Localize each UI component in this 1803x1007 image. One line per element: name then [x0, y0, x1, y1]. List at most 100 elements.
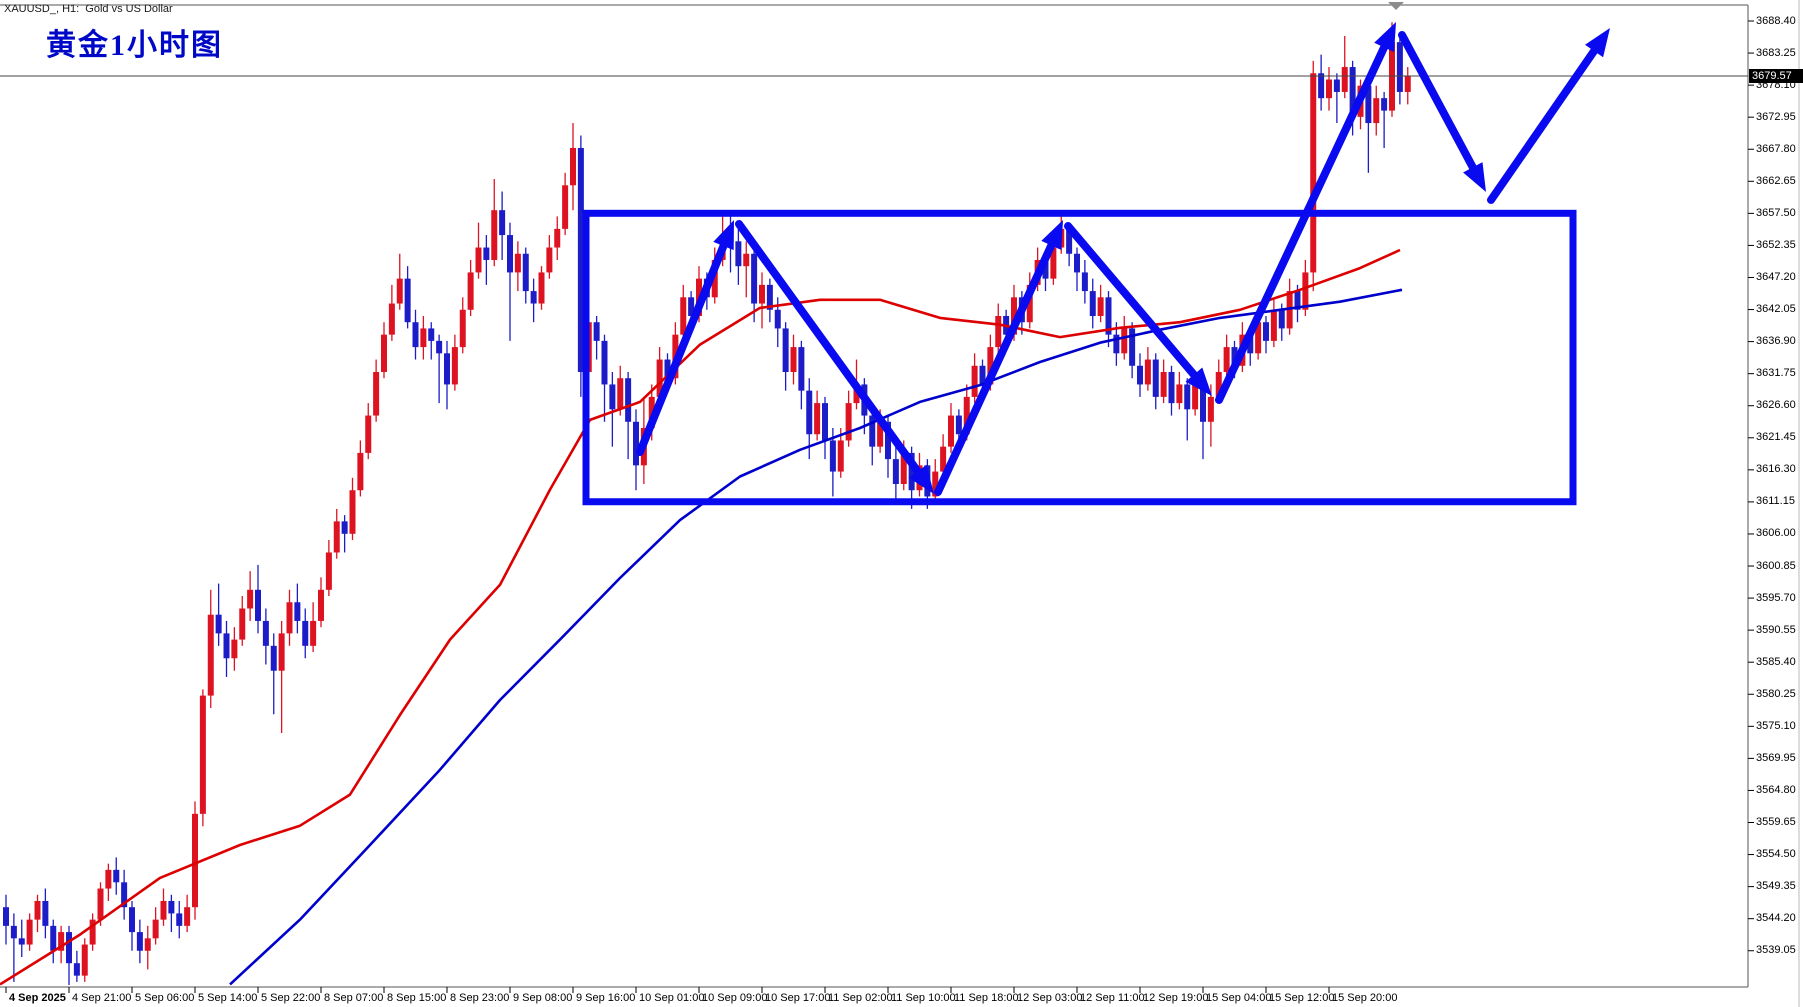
- candle-body: [396, 278, 403, 304]
- candle-body: [1074, 253, 1080, 273]
- time-axis-label: 15 Sep 12:00: [1269, 992, 1335, 1004]
- candle-body: [798, 347, 805, 391]
- candle-body: [1207, 396, 1214, 422]
- candle-body: [885, 421, 891, 460]
- candle-body: [451, 347, 458, 385]
- candle-body: [1192, 384, 1199, 410]
- price-axis-label: 3616.30: [1756, 463, 1796, 476]
- candle-body: [381, 334, 387, 372]
- candle-body: [1168, 371, 1175, 404]
- price-axis-label: 3626.60: [1756, 399, 1796, 412]
- candle-body: [514, 253, 521, 273]
- price-axis-label: 3544.20: [1756, 912, 1796, 925]
- candle-body: [1137, 365, 1143, 385]
- time-axis-label: 12 Sep 03:00: [1017, 992, 1083, 1004]
- candle-body: [1231, 347, 1238, 366]
- candle-body: [357, 452, 364, 491]
- candle-body: [1373, 98, 1380, 124]
- time-axis-label: 9 Sep 08:00: [513, 992, 573, 1004]
- candle-body: [121, 882, 128, 908]
- candle-body: [877, 421, 884, 447]
- time-axis-label: 11 Sep 10:00: [891, 992, 956, 1004]
- candle-body: [302, 620, 309, 646]
- candle-body: [1026, 284, 1033, 323]
- candle-body: [491, 210, 498, 260]
- candle-body: [1184, 384, 1191, 410]
- price-axis-label: 3621.45: [1756, 431, 1796, 444]
- candle-body: [562, 185, 569, 229]
- candle-body: [404, 278, 411, 323]
- candle-body: [1310, 73, 1317, 273]
- candle-body: [1160, 371, 1167, 397]
- trend-arrowhead: [908, 464, 934, 494]
- price-axis-label: 3662.65: [1756, 174, 1796, 187]
- consolidation-box[interactable]: [582, 209, 1577, 506]
- object-anchor-marker[interactable]: [1388, 2, 1404, 10]
- time-axis-label: 12 Sep 19:00: [1143, 992, 1209, 1004]
- time-axis-label: 5 Sep 22:00: [261, 992, 321, 1004]
- candle-body: [869, 415, 876, 447]
- candle-body: [1302, 272, 1309, 310]
- candle-body: [262, 620, 269, 646]
- candle-body: [192, 813, 198, 908]
- time-axis-label: 10 Sep 01:00: [639, 992, 705, 1004]
- time-axis-label: 11 Sep 02:00: [828, 992, 893, 1004]
- price-axis-label: 3559.65: [1756, 816, 1796, 828]
- candle-body: [207, 614, 214, 696]
- candle-body: [294, 602, 301, 621]
- time-axis-label: 15 Sep 20:00: [1332, 992, 1398, 1004]
- price-axis-label: 3580.25: [1756, 687, 1796, 700]
- price-axis-label: 3642.05: [1756, 303, 1796, 316]
- candle-body: [129, 907, 135, 933]
- candle-body: [1011, 297, 1017, 335]
- candle-body: [971, 365, 978, 397]
- candle-body: [955, 415, 962, 435]
- price-axis-label: 3600.85: [1756, 559, 1796, 572]
- price-axis-label: 3683.25: [1756, 46, 1796, 59]
- candle-body: [680, 297, 687, 335]
- candle-body: [333, 521, 340, 553]
- candle-body: [609, 384, 616, 410]
- candle-body: [1270, 309, 1277, 341]
- trend-arrows[interactable]: [636, 22, 1610, 496]
- price-axis-label: 3549.35: [1756, 880, 1796, 893]
- candle-body: [247, 589, 254, 609]
- candle-body: [1381, 98, 1388, 111]
- candle-body: [900, 452, 907, 485]
- annotation-text-object[interactable]: 黄金1小时图: [46, 29, 223, 62]
- candle-body: [948, 415, 954, 447]
- candle-body: [1404, 75, 1411, 92]
- candle-body: [475, 247, 482, 273]
- candle-body: [1365, 85, 1372, 124]
- price-axis-label: 3657.50: [1756, 206, 1796, 219]
- candle-body: [459, 309, 466, 348]
- candle-body: [1144, 359, 1151, 385]
- candle-body: [625, 378, 632, 422]
- candle-body: [1129, 328, 1136, 366]
- candle-body: [1097, 297, 1104, 316]
- candle-body: [1326, 79, 1332, 99]
- candle-body: [987, 347, 994, 385]
- candle-body: [577, 147, 584, 372]
- time-axis-label: 11 Sep 18:00: [954, 992, 1019, 1004]
- price-axis-label: 3688.40: [1756, 14, 1796, 27]
- candle-body: [735, 241, 742, 267]
- candle-body: [1121, 328, 1128, 354]
- ma-fast-red-line: [0, 248, 1401, 986]
- candle-body: [822, 403, 828, 441]
- candle-body: [1294, 291, 1301, 310]
- time-axis-label: 10 Sep 09:00: [702, 992, 768, 1004]
- candle-body: [963, 396, 970, 435]
- candle-body: [1255, 322, 1262, 354]
- trend-arrowhead: [1041, 220, 1063, 251]
- candle-body: [231, 639, 238, 659]
- candle-body: [270, 645, 277, 671]
- candle-body: [932, 471, 939, 497]
- price-axis-label: 3667.80: [1756, 142, 1796, 155]
- candle-body: [26, 919, 33, 945]
- trend-arrow-line: [1215, 32, 1394, 404]
- candle-body: [436, 340, 443, 354]
- candle-body: [837, 440, 844, 472]
